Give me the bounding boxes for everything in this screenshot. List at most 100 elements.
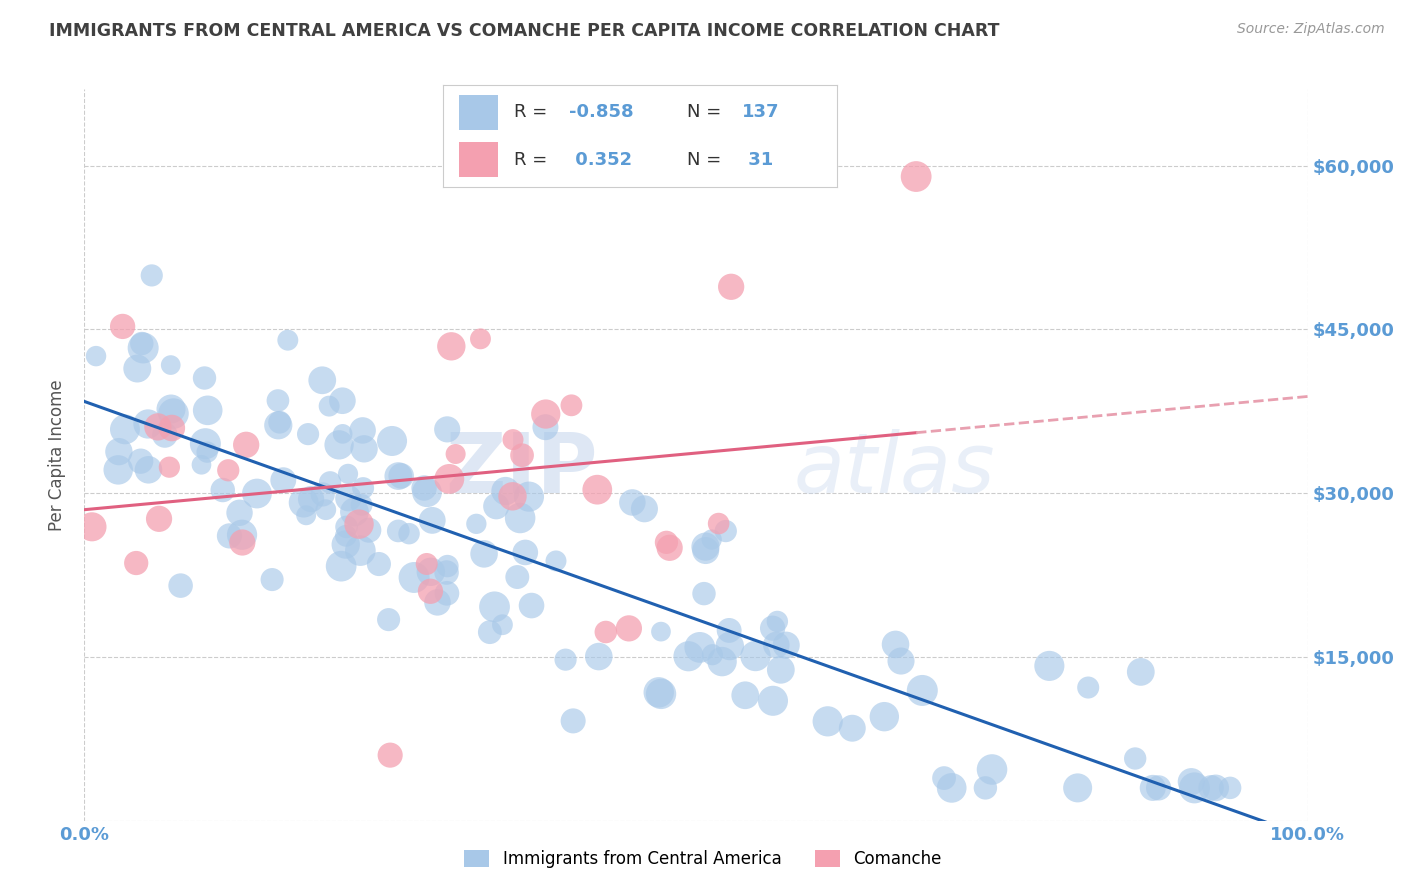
Text: ZIP: ZIP: [446, 429, 598, 510]
Point: [169, 579, 191, 593]
Point: [127, 361, 149, 376]
Point: [472, 547, 495, 561]
Point: [299, 492, 322, 507]
Point: [357, 523, 380, 537]
Point: [689, 640, 711, 655]
Point: [911, 683, 934, 698]
Point: [841, 721, 863, 735]
Point: [440, 339, 463, 353]
Point: [766, 615, 789, 629]
FancyBboxPatch shape: [458, 142, 498, 177]
Point: [658, 541, 681, 555]
Point: [436, 586, 458, 600]
Point: [510, 448, 533, 462]
Point: [138, 463, 160, 477]
Y-axis label: Per Capita Income: Per Capita Income: [48, 379, 66, 531]
Point: [485, 500, 508, 514]
Point: [111, 319, 134, 334]
Point: [465, 516, 488, 531]
Point: [114, 422, 136, 436]
Point: [655, 535, 678, 549]
Point: [444, 447, 467, 461]
Point: [387, 469, 409, 483]
Point: [352, 481, 374, 495]
Point: [107, 463, 129, 477]
Point: [148, 512, 170, 526]
Point: [718, 624, 741, 638]
Point: [595, 625, 617, 640]
Point: [267, 393, 290, 408]
Point: [190, 458, 212, 472]
Point: [246, 486, 269, 500]
Point: [762, 621, 785, 635]
Point: [132, 341, 155, 355]
Point: [330, 559, 353, 574]
Point: [420, 513, 443, 527]
Point: [398, 526, 420, 541]
Point: [711, 655, 734, 669]
Point: [193, 371, 215, 385]
Point: [160, 402, 183, 417]
Point: [693, 586, 716, 600]
Point: [419, 584, 441, 599]
Point: [343, 505, 366, 519]
Point: [588, 649, 610, 664]
Point: [517, 490, 540, 504]
Point: [231, 535, 253, 549]
Point: [335, 537, 357, 551]
Point: [1180, 774, 1202, 789]
Text: 0.352: 0.352: [569, 151, 631, 169]
Point: [337, 491, 360, 506]
Text: 137: 137: [742, 103, 779, 121]
Point: [389, 469, 412, 483]
Point: [377, 613, 399, 627]
Point: [981, 763, 1004, 777]
Point: [267, 418, 290, 433]
Point: [404, 570, 426, 584]
Point: [80, 520, 103, 534]
Point: [108, 444, 131, 458]
Point: [1129, 665, 1152, 679]
Point: [353, 442, 375, 456]
Text: atlas: atlas: [794, 429, 995, 510]
Point: [884, 637, 907, 651]
Point: [350, 498, 373, 512]
Point: [416, 485, 439, 500]
Point: [439, 472, 461, 486]
Point: [744, 648, 766, 663]
Point: [332, 426, 354, 441]
Point: [367, 557, 389, 571]
Point: [387, 524, 409, 538]
Point: [335, 520, 357, 534]
Point: [195, 445, 218, 459]
Point: [509, 511, 531, 525]
Point: [544, 554, 567, 568]
Point: [941, 780, 963, 795]
Point: [534, 420, 557, 434]
Point: [1199, 780, 1222, 795]
Point: [905, 169, 928, 184]
Point: [932, 771, 955, 785]
Point: [311, 373, 333, 387]
Point: [419, 565, 441, 579]
Text: N =: N =: [688, 103, 727, 121]
Point: [714, 524, 737, 538]
Point: [700, 533, 723, 547]
Point: [769, 663, 792, 677]
Point: [295, 508, 318, 523]
Point: [332, 393, 354, 408]
Point: [159, 358, 181, 372]
Point: [1147, 780, 1170, 795]
Point: [648, 685, 671, 699]
Point: [702, 648, 724, 662]
Point: [484, 599, 506, 614]
Point: [426, 595, 449, 609]
Point: [470, 332, 492, 346]
Point: [415, 557, 437, 571]
Point: [162, 407, 184, 421]
Point: [762, 694, 785, 708]
Point: [315, 502, 337, 516]
Point: [734, 688, 756, 702]
Point: [436, 559, 458, 574]
Point: [436, 422, 458, 436]
